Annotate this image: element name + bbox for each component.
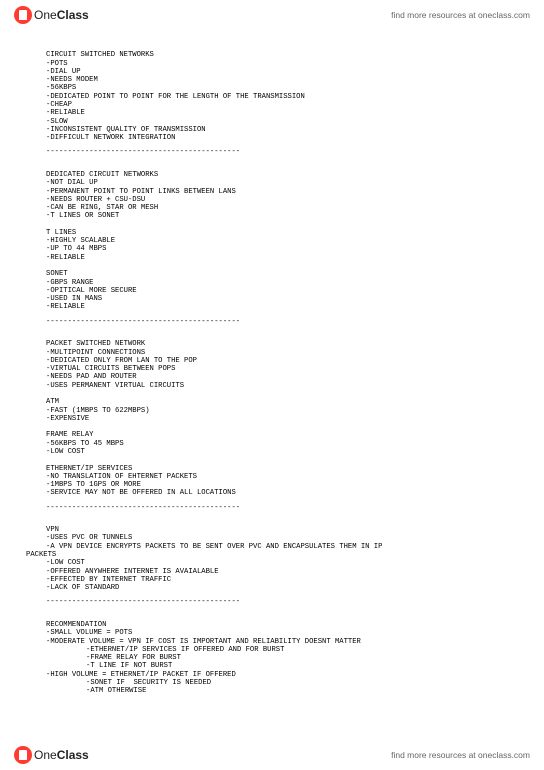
section-title: SONET [46,270,68,278]
line: -CAN BE RING, STAR OR MESH [46,204,158,212]
section-title: CIRCUIT SWITCHED NETWORKS [46,51,154,59]
header-link[interactable]: find more resources at oneclass.com [391,10,530,20]
line: -POTS [46,60,68,68]
line: -NEEDS MODEM [46,76,98,84]
section-title: T LINES [46,229,76,237]
line: -56KBPS [46,84,76,92]
line: -INCONSISTENT QUALITY OF TRANSMISSION [46,126,206,134]
logo-text-one: One [34,748,57,762]
line: -EXPENSIVE [46,415,89,423]
section-title: DEDICATED CIRCUIT NETWORKS [46,171,158,179]
separator: ----------------------------------------… [46,598,514,606]
line: -NO TRANSLATION OF EHTERNET PACKETS [46,473,197,481]
line: -FAST (1MBPS TO 622MBPS) [46,407,150,415]
line: -MULTIPOINT CONNECTIONS [46,349,145,357]
section-title: FRAME RELAY [46,431,93,439]
line: -EFFECTED BY INTERNET TRAFFIC [46,576,171,584]
line: -SMALL VOLUME = POTS [46,629,132,637]
line: -LOW COST [46,559,85,567]
section-title: ATM [46,398,59,406]
footer-link[interactable]: find more resources at oneclass.com [391,750,530,760]
line: -NEEDS PAD AND ROUTER [46,373,137,381]
line: -MODERATE VOLUME = VPN IF COST IS IMPORT… [46,638,361,646]
line: -LOW COST [46,448,85,456]
line: -USES PVC OR TUNNELS [46,534,132,542]
logo-text: OneClass [34,8,89,22]
line: -RELIABLE [46,254,85,262]
line: -RELIABLE [46,109,85,117]
line: -DIFFICULT NETWORK INTEGRATION [46,134,175,142]
line: -ETHERNET/IP SERVICES IF OFFERED AND FOR… [46,646,284,654]
logo-text-class: Class [57,8,89,22]
line: -UP TO 44 MBPS [46,245,106,253]
line: -56KBPS TO 45 MBPS [46,440,124,448]
line: -OPITICAL MORE SECURE [46,287,137,295]
line: -USES PERMANENT VIRTUAL CIRCUITS [46,382,184,390]
line: -OFFERED ANYWHERE INTERNET IS AVAIALABLE [46,568,219,576]
section-title: RECOMMENDATION [46,621,106,629]
logo-text: OneClass [34,748,89,762]
line: PACKETS [26,551,56,559]
line: -DEDICATED ONLY FROM LAN TO THE POP [46,357,197,365]
logo: OneClass [14,6,89,24]
line: -DIAL UP [46,68,81,76]
logo: OneClass [14,746,89,764]
line: -CHEAP [46,101,72,109]
line: -T LINES OR SONET [46,212,119,220]
line: -A VPN DEVICE ENCRYPTS PACKETS TO BE SEN… [46,543,382,551]
line: -VIRTUAL CIRCUITS BETWEEN POPS [46,365,175,373]
logo-icon [14,746,32,764]
section-title: ETHERNET/IP SERVICES [46,465,132,473]
separator: ----------------------------------------… [46,504,514,512]
line: -FRAME RELAY FOR BURST [46,654,181,662]
line: -SLOW [46,118,68,126]
line: -ATM OTHERWISE [46,687,146,695]
section-title: PACKET SWITCHED NETWORK [46,340,145,348]
logo-icon [14,6,32,24]
line: -GBPS RANGE [46,279,93,287]
line: -1MBPS TO 1GPS OR MORE [46,481,141,489]
line: -NEEDS ROUTER + CSU-DSU [46,196,145,204]
logo-text-class: Class [57,748,89,762]
line: -DEDICATED POINT TO POINT FOR THE LENGTH… [46,93,305,101]
line: -HIGHLY SCALABLE [46,237,115,245]
line: -USED IN MANS [46,295,102,303]
document-body: CIRCUIT SWITCHED NETWORKS -POTS -DIAL UP… [0,31,544,736]
section-title: VPN [46,526,59,534]
line: -PERMANENT POINT TO POINT LINKS BETWEEN … [46,188,236,196]
line: -SERVICE MAY NOT BE OFFERED IN ALL LOCAT… [46,489,236,497]
page-header: OneClass find more resources at oneclass… [0,0,544,31]
separator: ----------------------------------------… [46,148,514,156]
line: -T LINE IF NOT BURST [46,662,172,670]
logo-text-one: One [34,8,57,22]
line: -LACK OF STANDARD [46,584,119,592]
line: -NOT DIAL UP [46,179,98,187]
line: -HIGH VOLUME = ETHERNET/IP PACKET IF OFF… [46,671,236,679]
separator: ----------------------------------------… [46,318,514,326]
line: -SONET IF SECURITY IS NEEDED [46,679,211,687]
line: -RELIABLE [46,303,85,311]
page-footer: OneClass find more resources at oneclass… [0,740,544,770]
